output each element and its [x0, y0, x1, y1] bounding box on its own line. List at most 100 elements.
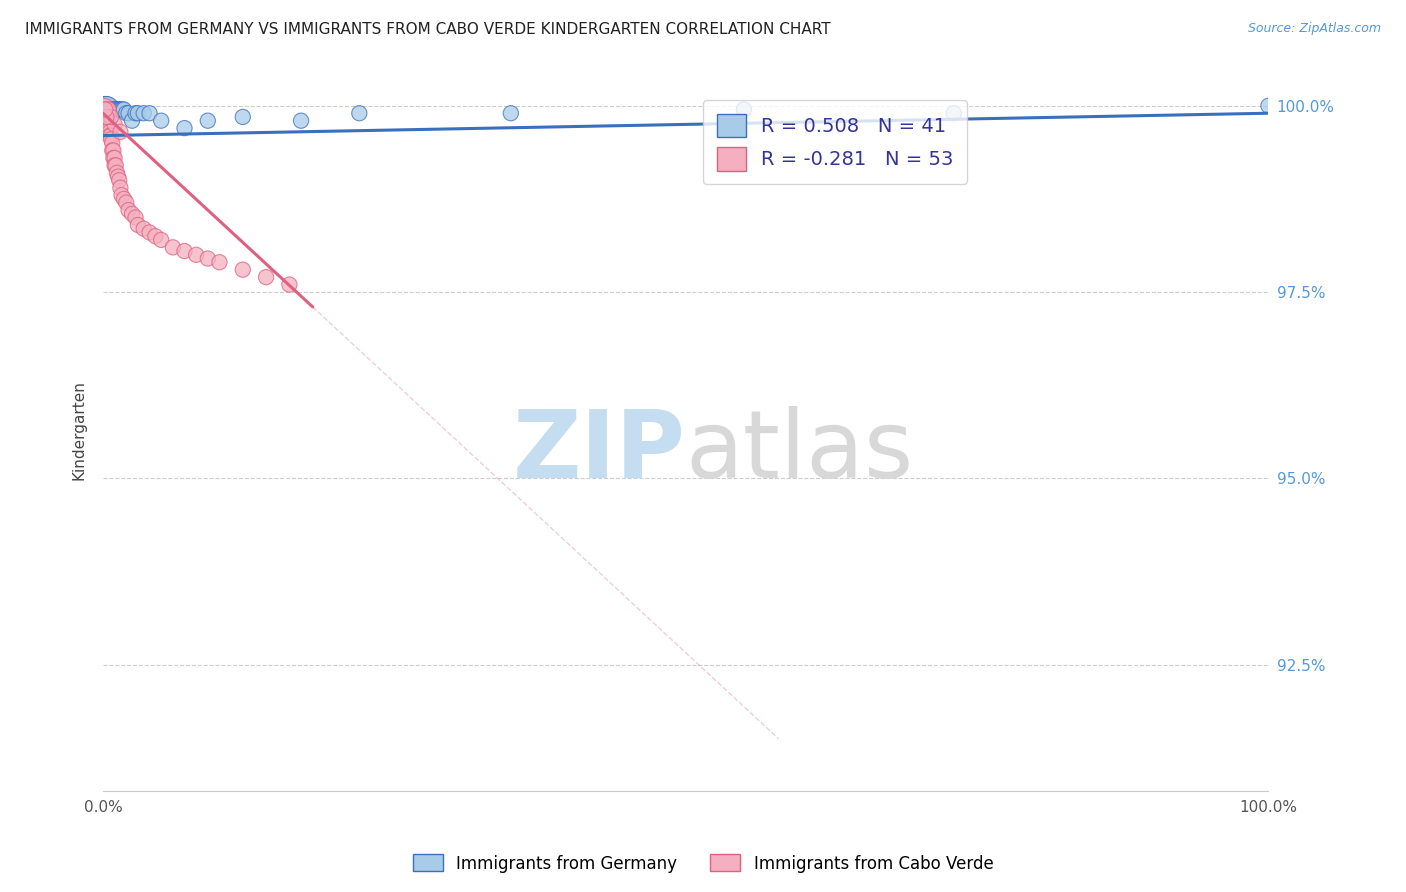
Point	[96, 103, 118, 117]
Point	[110, 125, 132, 139]
Point	[97, 117, 120, 131]
Point	[173, 121, 195, 136]
Point	[98, 121, 121, 136]
Legend: R = 0.508   N = 41, R = -0.281   N = 53: R = 0.508 N = 41, R = -0.281 N = 53	[703, 100, 967, 185]
Point	[98, 103, 121, 117]
Point	[101, 103, 124, 117]
Point	[117, 203, 139, 218]
Point	[97, 121, 120, 136]
Point	[104, 158, 127, 172]
Point	[254, 270, 277, 285]
Text: Source: ZipAtlas.com: Source: ZipAtlas.com	[1247, 22, 1381, 36]
Point	[100, 110, 122, 124]
Point	[150, 233, 173, 247]
Point	[1257, 99, 1279, 113]
Point	[103, 103, 125, 117]
Point	[110, 180, 132, 194]
Point	[96, 110, 118, 124]
Point	[93, 106, 115, 120]
Point	[107, 103, 129, 117]
Point	[100, 103, 122, 117]
Point	[94, 103, 117, 117]
Point	[115, 106, 138, 120]
Point	[138, 106, 160, 120]
Point	[290, 113, 312, 128]
Point	[97, 103, 120, 117]
Point	[103, 144, 125, 158]
Point	[499, 106, 522, 120]
Legend: Immigrants from Germany, Immigrants from Cabo Verde: Immigrants from Germany, Immigrants from…	[406, 847, 1000, 880]
Point	[103, 103, 125, 117]
Point	[127, 106, 149, 120]
Point	[278, 277, 301, 292]
Point	[103, 151, 125, 165]
Text: ZIP: ZIP	[513, 406, 686, 498]
Point	[117, 106, 139, 120]
Point	[97, 103, 120, 117]
Point	[150, 113, 173, 128]
Point	[105, 103, 128, 117]
Point	[98, 103, 121, 117]
Point	[96, 113, 118, 128]
Point	[208, 255, 231, 269]
Point	[97, 121, 120, 136]
Point	[162, 240, 184, 254]
Point	[173, 244, 195, 258]
Point	[94, 103, 117, 117]
Point	[94, 106, 117, 120]
Point	[110, 188, 132, 202]
Point	[232, 262, 254, 277]
Point	[96, 110, 118, 124]
Point	[97, 113, 120, 128]
Point	[111, 103, 134, 117]
Point	[132, 106, 155, 120]
Point	[103, 103, 125, 117]
Point	[132, 221, 155, 235]
Point	[100, 128, 122, 143]
Point	[93, 103, 115, 117]
Point	[124, 211, 146, 225]
Point	[103, 117, 125, 131]
Point	[197, 113, 219, 128]
Point	[108, 173, 131, 187]
Point	[232, 110, 254, 124]
Point	[98, 128, 121, 143]
Point	[98, 125, 121, 139]
Y-axis label: Kindergarten: Kindergarten	[72, 380, 86, 480]
Point	[93, 103, 115, 117]
Point	[97, 103, 120, 117]
Point	[97, 125, 120, 139]
Point	[186, 248, 208, 262]
Point	[101, 144, 124, 158]
Point	[124, 106, 146, 120]
Point	[105, 166, 128, 180]
Point	[94, 110, 117, 124]
Point	[138, 226, 160, 240]
Point	[733, 103, 755, 117]
Point	[100, 132, 122, 146]
Point	[112, 103, 135, 117]
Text: atlas: atlas	[686, 406, 914, 498]
Point	[112, 192, 135, 206]
Point	[103, 158, 125, 172]
Point	[349, 106, 371, 120]
Point	[115, 195, 138, 210]
Point	[197, 252, 219, 266]
Text: IMMIGRANTS FROM GERMANY VS IMMIGRANTS FROM CABO VERDE KINDERGARTEN CORRELATION C: IMMIGRANTS FROM GERMANY VS IMMIGRANTS FR…	[25, 22, 831, 37]
Point	[96, 117, 118, 131]
Point	[110, 103, 132, 117]
Point	[121, 207, 143, 221]
Point	[101, 103, 124, 117]
Point	[127, 218, 149, 232]
Point	[143, 229, 166, 244]
Point	[121, 113, 143, 128]
Point	[942, 106, 965, 120]
Point	[97, 103, 120, 117]
Point	[101, 136, 124, 150]
Point	[103, 151, 125, 165]
Point	[103, 103, 125, 117]
Point	[104, 103, 127, 117]
Point	[100, 103, 122, 117]
Point	[108, 103, 131, 117]
Point	[110, 103, 132, 117]
